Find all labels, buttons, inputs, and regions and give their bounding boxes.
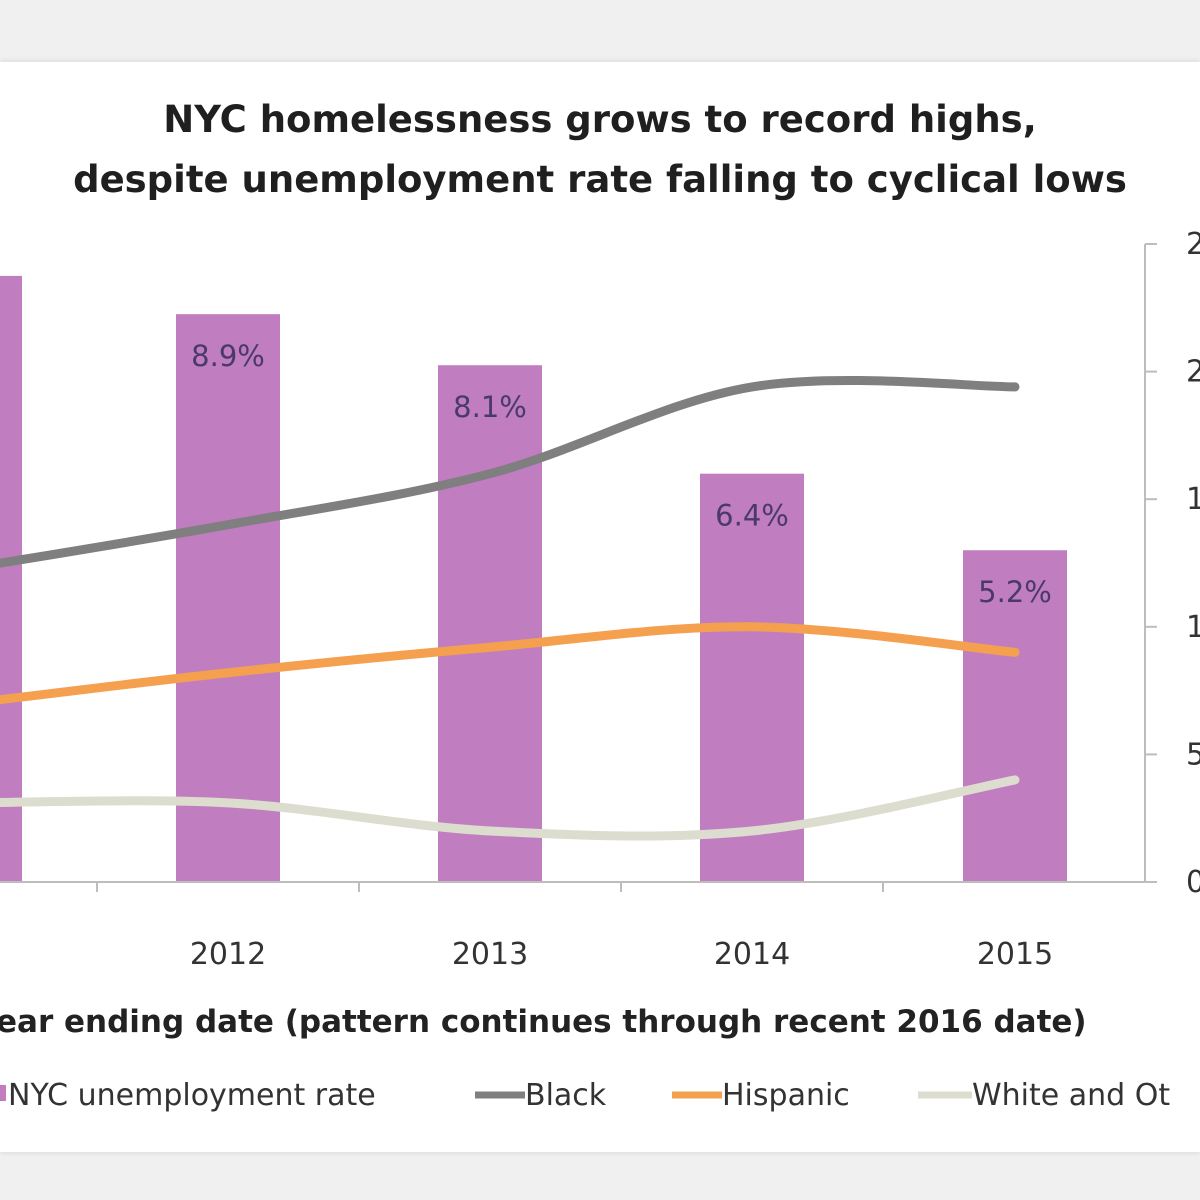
- chart-title-line-1: NYC homelessness grows to record highs,: [163, 98, 1037, 141]
- bar-label-2013: 8.1%: [453, 390, 527, 424]
- bar-series: [0, 275, 1067, 883]
- right-tick-label-15: 1: [1186, 482, 1200, 517]
- bar-label-2015: 5.2%: [978, 575, 1052, 609]
- x-axis-ticks: [96, 882, 884, 892]
- legend: NYC unemployment rate Black Hispanic Whi…: [0, 1078, 1170, 1113]
- right-axis-ticks: [1145, 243, 1157, 883]
- x-tick-label-2015: 2015: [977, 937, 1053, 972]
- bar-1: [0, 275, 22, 882]
- bar-data-labels: 8.9% 8.1% 6.4% 5.2%: [191, 339, 1052, 609]
- right-tick-label-5: 5: [1186, 737, 1200, 772]
- legend-swatch-unemployment: [0, 1085, 6, 1101]
- x-axis-tick-labels: 12012201320142015: [190, 937, 1053, 972]
- x-tick-label-2012: 2012: [190, 937, 266, 972]
- legend-label-white-and-other: White and Ot: [972, 1078, 1170, 1113]
- x-tick-label-2013: 2013: [452, 937, 528, 972]
- line-series: [0, 376, 1020, 841]
- bar-label-2012: 8.9%: [191, 339, 265, 373]
- line-hispanic: [0, 622, 1020, 705]
- line-white-and-ot: [0, 775, 1020, 841]
- x-tick-label-2014: 2014: [714, 937, 790, 972]
- bar-2015: [963, 550, 1067, 882]
- right-tick-label-25: 2: [1186, 227, 1200, 262]
- right-tick-label-20: 2: [1186, 355, 1200, 390]
- right-axis-tick-labels: 0 5 1 1 2 2: [1186, 227, 1200, 900]
- bar-label-2014: 6.4%: [715, 499, 789, 533]
- right-tick-label-10: 1: [1186, 610, 1200, 645]
- chart-title-line-2: despite unemployment rate falling to cyc…: [73, 158, 1127, 201]
- bar-2013: [438, 365, 542, 883]
- x-axis-title: ear ending date (pattern continues throu…: [0, 1004, 1087, 1040]
- legend-label-hispanic: Hispanic: [722, 1078, 850, 1113]
- bar-2012: [176, 314, 280, 882]
- legend-label-black: Black: [525, 1078, 607, 1113]
- bar-2014: [700, 473, 804, 882]
- line-black: [0, 376, 1020, 568]
- legend-label-unemployment: NYC unemployment rate: [8, 1078, 376, 1113]
- right-tick-label-0: 0: [1186, 865, 1200, 900]
- chart: NYC homelessness grows to record highs, …: [0, 98, 1200, 1113]
- chart-frame: NYC homelessness grows to record highs, …: [0, 62, 1200, 1152]
